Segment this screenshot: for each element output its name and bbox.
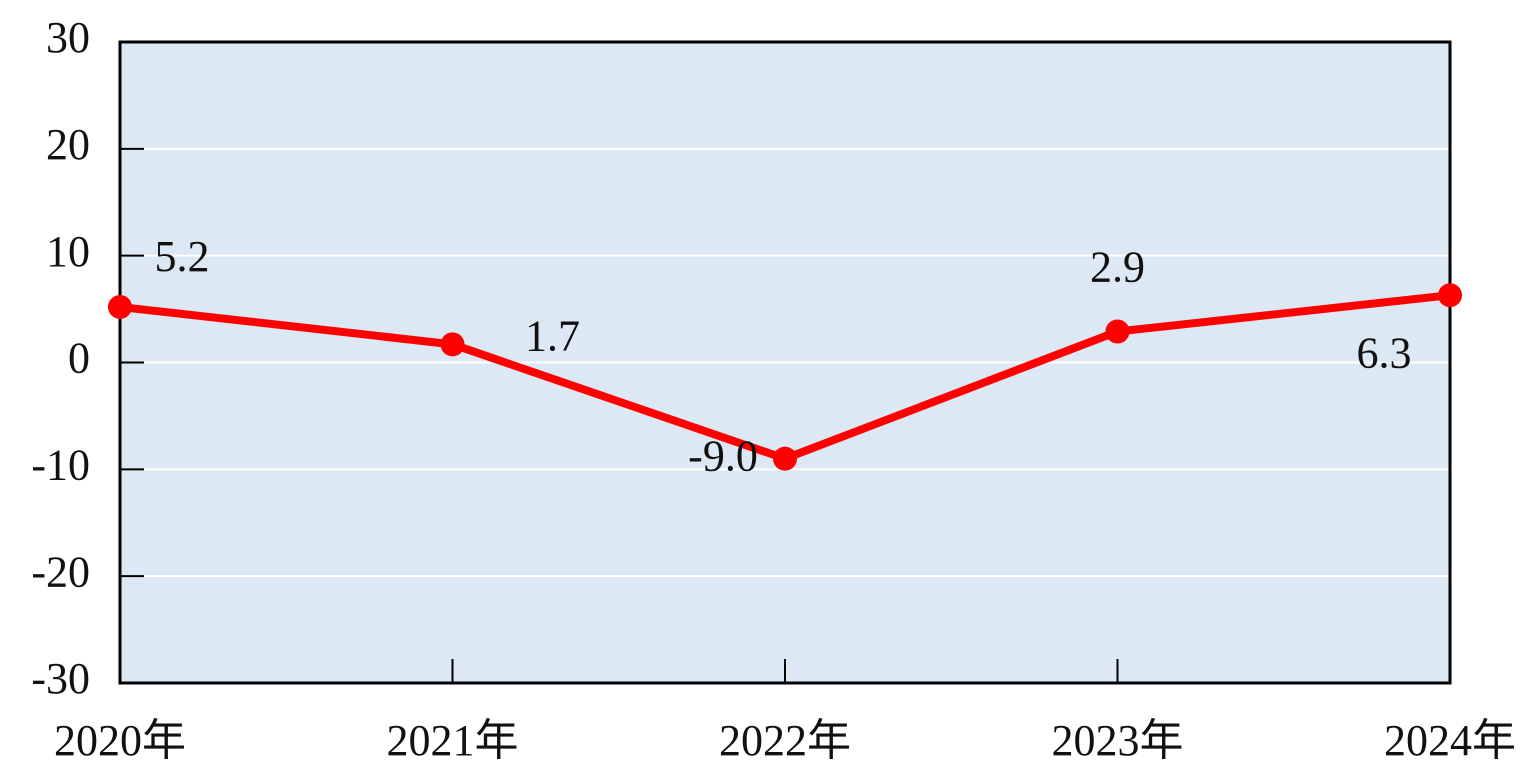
data-label: 5.2 — [155, 232, 210, 281]
x-tick-label: 2024年 — [1384, 716, 1516, 765]
point — [773, 446, 797, 471]
point — [440, 332, 465, 357]
point — [1105, 319, 1130, 344]
y-tick-label: 10 — [46, 227, 90, 276]
y-tick-label: 0 — [68, 334, 90, 383]
data-label: 1.7 — [525, 311, 580, 360]
y-tick-label: -10 — [31, 440, 90, 489]
data-label: 6.3 — [1357, 328, 1412, 377]
x-tick-label: 2023年 — [1052, 716, 1184, 765]
x-tick-label: 2021年 — [387, 716, 519, 765]
data-label: -9.0 — [688, 432, 758, 481]
point — [1438, 283, 1462, 308]
y-tick-label: 20 — [46, 120, 90, 169]
x-tick-label: 2022年 — [719, 716, 851, 765]
x-tick-label: 2020年 — [54, 716, 186, 765]
y-tick-label: -30 — [31, 654, 90, 703]
point — [108, 294, 132, 319]
data-label: 2.9 — [1090, 243, 1145, 292]
y-tick-label: -20 — [31, 547, 90, 596]
y-tick-label: 30 — [46, 13, 90, 62]
